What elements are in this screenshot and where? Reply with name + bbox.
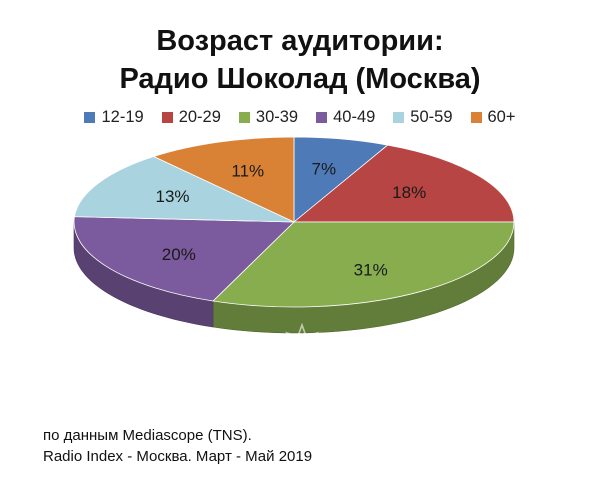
- legend-item: 12-19: [84, 108, 144, 127]
- data-label-12-19: 7%: [312, 160, 337, 179]
- legend-swatch: [84, 112, 96, 123]
- legend-item: 30-39: [238, 108, 299, 127]
- pie-slice-20-29: [293, 144, 515, 223]
- data-label-30-39: 31%: [354, 261, 388, 280]
- chart-title-line-2: Радио Шоколад (Москва): [119, 63, 481, 95]
- legend-label: 50-59: [410, 108, 453, 126]
- data-label-60+: 11%: [231, 161, 264, 180]
- watermark-text: ALLEN MEDIA: [243, 369, 361, 386]
- data-label-50-59: 13%: [155, 187, 189, 206]
- footnote-period: Radio Index - Москва. Март - Май 2019: [43, 448, 313, 465]
- watermark: ALLEN MEDIA: [237, 322, 367, 387]
- legend-swatch: [238, 112, 250, 123]
- legend-item: 40-49: [316, 108, 375, 127]
- legend-swatch: [316, 112, 328, 123]
- chart-title-line-1: Возраст аудитории:: [156, 25, 444, 57]
- legend-label: 40-49: [333, 108, 376, 126]
- legend-label: 12-19: [101, 108, 144, 126]
- data-label-40-49: 20%: [162, 245, 196, 264]
- legend-item: 60+: [470, 108, 516, 127]
- chart-title: Возраст аудитории: Радио Шоколад (Москва…: [0, 22, 600, 98]
- footnote-source: по данным Mediascope (TNS).: [43, 427, 252, 444]
- legend-label: 60+: [487, 108, 516, 126]
- pie-slice-30-39: [212, 221, 515, 308]
- legend-item: 20-29: [161, 108, 221, 127]
- legend-label: 30-39: [255, 108, 299, 126]
- pie-slice-60+: [153, 136, 295, 223]
- pie-slice-50-59: [74, 156, 295, 223]
- legend-item: 50-59: [393, 108, 453, 127]
- legend-swatch: [470, 112, 482, 123]
- legend-label: 20-29: [178, 108, 221, 126]
- star-burst-icon: [284, 322, 320, 362]
- data-label-20-29: 18%: [392, 183, 426, 202]
- legend-swatch: [393, 112, 405, 123]
- legend-swatch: [161, 112, 173, 123]
- pie-slice-40-49: [73, 216, 295, 302]
- legend: 12-19 20-29 30-39 40-49 50-59 60+: [0, 108, 600, 127]
